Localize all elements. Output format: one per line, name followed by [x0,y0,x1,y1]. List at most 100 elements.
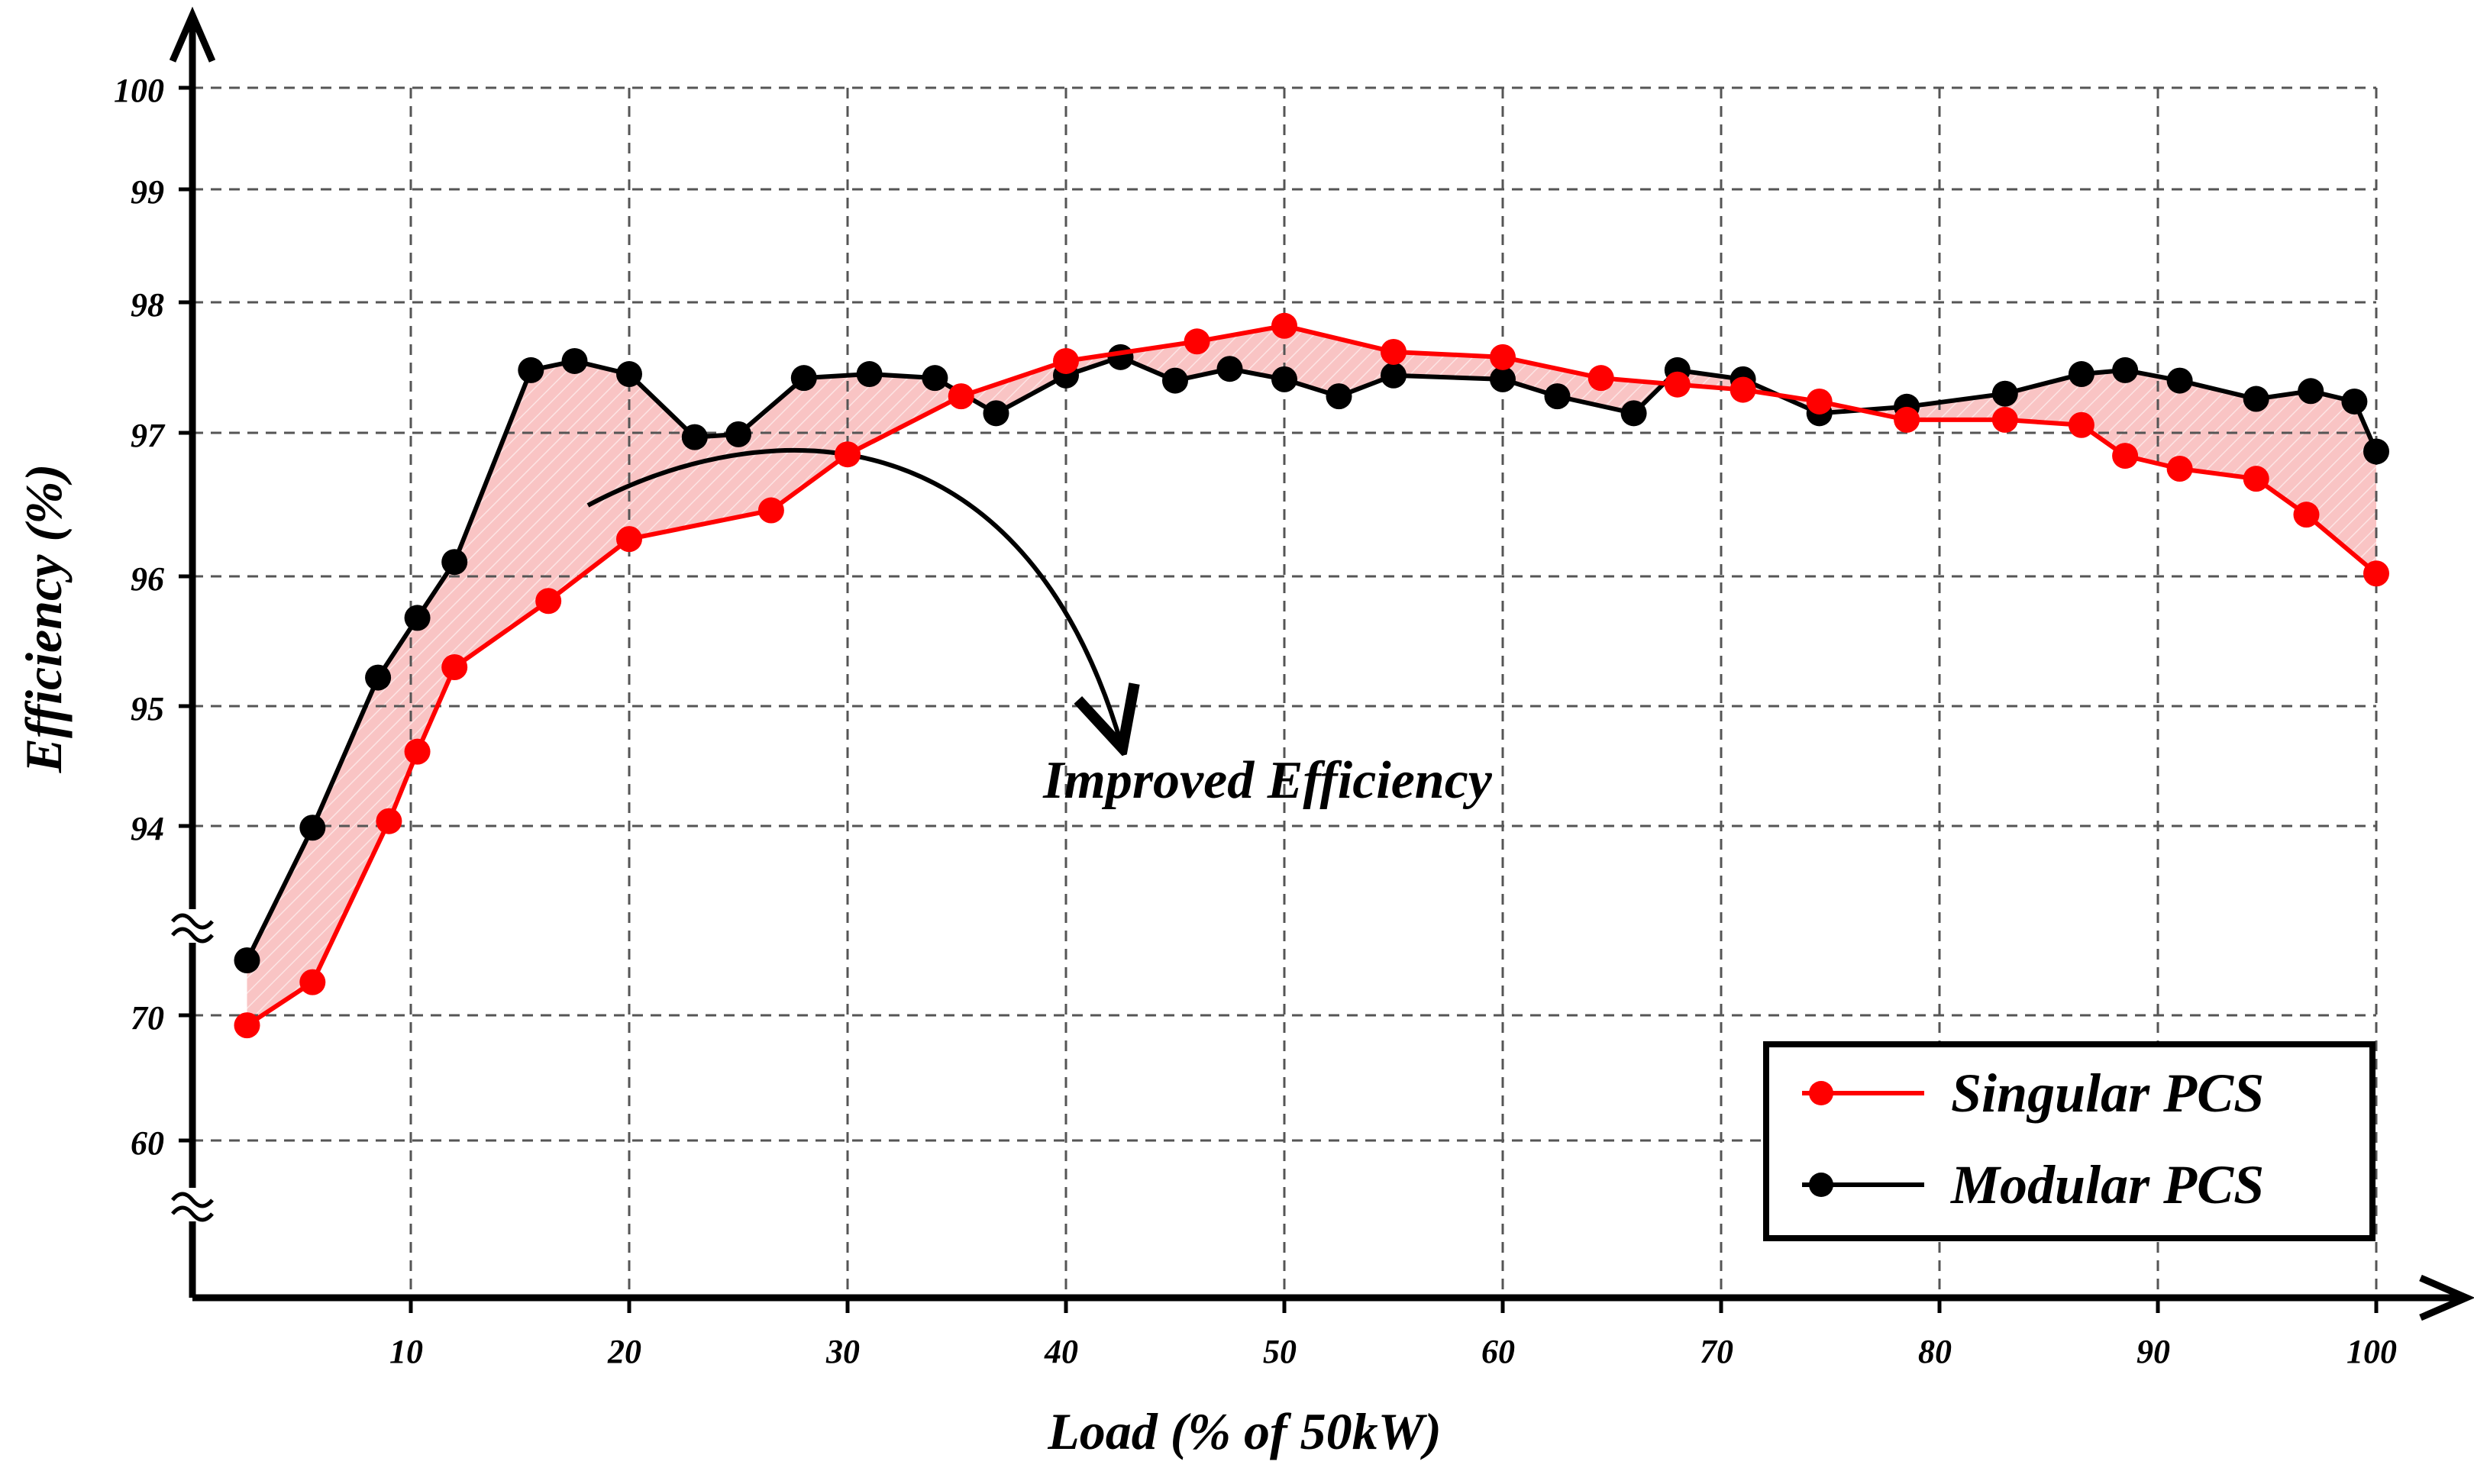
modular-pcs-point [561,347,588,374]
x-tick-label: 50 [1263,1333,1297,1370]
modular-pcs-point [616,361,642,388]
x-tick-label: 90 [2136,1333,2170,1370]
singular-pcs-point [1490,344,1516,370]
modular-pcs-point [1216,356,1243,382]
modular-pcs-point [1991,380,2018,407]
x-tick-label: 20 [607,1333,641,1370]
modular-pcs-point [725,421,751,447]
modular-pcs-point [1326,383,1352,410]
modular-pcs-point [983,400,1009,427]
modular-pcs-point [441,549,468,576]
modular-pcs-point [856,361,883,388]
singular-pcs-point [1730,376,1756,403]
legend-modular-label: Modular PCS [1950,1154,2264,1215]
singular-pcs-point [1894,406,1920,433]
labels-layer: Load (% of 50kW) Efficiency (%) Improved… [15,72,2397,1460]
x-tick-label: 80 [1918,1333,1952,1370]
singular-pcs-point [535,588,562,615]
singular-pcs-point [835,441,861,468]
y-axis-arrowhead [169,6,216,63]
singular-pcs-point [441,654,468,680]
singular-pcs-point [2293,502,2320,528]
x-axis-label: Load (% of 50kW) [1047,1402,1442,1460]
modular-pcs-point [1162,367,1188,394]
modular-pcs-point [1620,400,1647,427]
singular-pcs-point [2243,466,2269,492]
singular-pcs-point [1587,365,1614,392]
y-tick-label: 94 [131,810,164,847]
singular-pcs-point [2112,443,2139,469]
modular-pcs-point [1271,366,1297,392]
singular-pcs-point [1991,406,2018,433]
modular-pcs-point [1381,362,1407,389]
modular-pcs-point [2243,386,2269,412]
singular-pcs-point [2363,560,2389,587]
modular-pcs-point [404,605,431,631]
modular-pcs-point [681,424,708,450]
x-tick-label: 40 [1044,1333,1078,1370]
legend-singular-marker [1809,1081,1833,1105]
y-tick-label: 98 [131,286,164,324]
modular-pcs-point [1544,383,1571,410]
modular-pcs-point [365,664,392,691]
singular-pcs-point [1271,312,1297,339]
legend-box [1763,1041,2375,1241]
modular-pcs-point [1490,366,1516,392]
legend-modular-marker [1809,1173,1833,1197]
singular-pcs-point [1806,388,1833,415]
modular-pcs-point [2341,388,2368,415]
modular-pcs-point [2298,378,2324,405]
x-tick-label: 60 [1481,1333,1515,1370]
legend: Singular PCS Modular PCS [1763,1041,2375,1241]
x-tick-label: 70 [1700,1333,1733,1370]
modular-pcs-point [1107,344,1134,370]
singular-pcs-point [376,808,402,834]
series-layer [234,312,2389,1039]
y-tick-label: 99 [131,173,164,211]
y-axis-label: Efficiency (%) [15,464,73,774]
modular-pcs-point [299,815,326,841]
axis-break-mark [171,913,214,930]
singular-pcs-point [948,383,974,410]
improvement-area-layer [247,325,2376,1026]
singular-pcs-point [1664,371,1691,398]
modular-pcs-point [2363,438,2389,465]
legend-singular-label: Singular PCS [1951,1063,2264,1124]
modular-pcs-point [2166,367,2193,394]
modular-pcs-point [922,365,948,392]
y-tick-label: 97 [131,417,166,454]
x-tick-label: 10 [389,1333,423,1370]
singular-pcs-point [1381,338,1407,365]
singular-pcs-point [299,969,326,995]
y-tick-label: 60 [131,1124,164,1162]
x-tick-label: 100 [2346,1333,2397,1370]
axis-break-mark [171,927,214,944]
singular-pcs-point [2068,411,2095,438]
axes-layer [169,6,2474,1321]
y-tick-label: 95 [131,690,164,727]
y-tick-label: 96 [131,560,164,598]
singular-pcs-point [1053,347,1079,374]
modular-pcs-point [2112,356,2139,383]
y-tick-label: 100 [114,72,164,109]
improved-efficiency-annotation: Improved Efficiency [1042,751,1493,810]
axis-break-mark [171,1192,214,1208]
singular-pcs-point [404,738,431,765]
x-axis-arrowhead [2419,1274,2474,1321]
annotation-arrow [586,448,1122,748]
grid-layer [192,86,2378,1298]
x-tick-label: 30 [825,1333,860,1370]
modular-pcs-point [2068,361,2095,388]
axis-break-mark [171,1205,214,1222]
modular-pcs-point [234,947,260,973]
singular-pcs-point [234,1012,260,1039]
singular-pcs-point [2166,456,2193,482]
modular-pcs-point [518,356,544,383]
y-tick-label: 70 [131,999,164,1037]
improvement-area [247,325,2376,1026]
singular-pcs-point [616,526,642,553]
modular-pcs-point [790,365,817,392]
singular-pcs-point [1184,328,1210,355]
